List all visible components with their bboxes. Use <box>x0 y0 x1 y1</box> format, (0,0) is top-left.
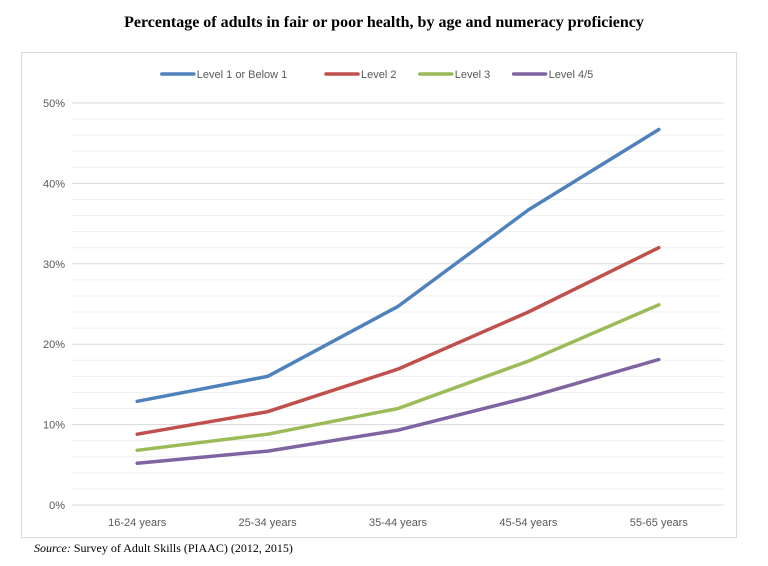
data-point <box>266 374 270 378</box>
y-tick-label: 10% <box>43 420 65 432</box>
data-point <box>657 303 661 307</box>
source-note: Source: Survey of Adult Skills (PIAAC) (… <box>34 541 293 556</box>
x-tick-label: 35-44 years <box>369 517 428 529</box>
data-point <box>396 407 400 411</box>
series-line-2 <box>135 245 661 436</box>
x-tick-label: 45-54 years <box>499 517 558 529</box>
data-point <box>266 410 270 414</box>
legend-label: Level 4/5 <box>549 69 594 81</box>
legend: Level 1 or Below 1 Level 2 Level 3 Level 4/… <box>160 69 594 81</box>
data-point <box>526 208 530 212</box>
data-point <box>396 367 400 371</box>
chart-title: Percentage of adults in fair or poor hea… <box>124 14 644 31</box>
data-point <box>266 449 270 453</box>
data-point <box>135 448 139 452</box>
data-point <box>135 461 139 465</box>
data-point <box>266 432 270 436</box>
data-point <box>135 399 139 403</box>
data-point <box>657 246 661 250</box>
x-tick-label: 25-34 years <box>239 517 298 529</box>
data-point <box>526 310 530 314</box>
data-point <box>657 357 661 361</box>
x-tick-label: 16-24 years <box>108 517 167 529</box>
legend-label: Level 1 or Below 1 <box>197 69 287 81</box>
legend-label: Level 2 <box>361 69 396 81</box>
series-lines <box>135 127 661 465</box>
x-tick-label: 55-65 years <box>630 517 689 529</box>
y-tick-label: 20% <box>43 339 65 351</box>
y-tick-label: 40% <box>43 178 65 190</box>
legend-label: Level 3 <box>455 69 490 81</box>
data-point <box>526 395 530 399</box>
data-point <box>657 128 661 132</box>
x-axis-ticks: 16-24 years 25-34 years 35-44 years 45-54 y… <box>108 517 688 529</box>
data-point <box>135 432 139 436</box>
data-point <box>396 428 400 432</box>
y-tick-label: 0% <box>49 500 65 512</box>
source-text: Survey of Adult Skills (PIAAC) (2012, 20… <box>73 541 293 555</box>
data-point <box>526 359 530 363</box>
series-line-4 <box>135 357 661 465</box>
y-tick-label: 50% <box>43 98 65 110</box>
data-point <box>396 304 400 308</box>
y-axis-ticks: 0% 10% 20% 30% 40% 50% <box>43 98 65 512</box>
y-tick-label: 30% <box>43 259 65 271</box>
source-label: Source: <box>34 541 71 555</box>
